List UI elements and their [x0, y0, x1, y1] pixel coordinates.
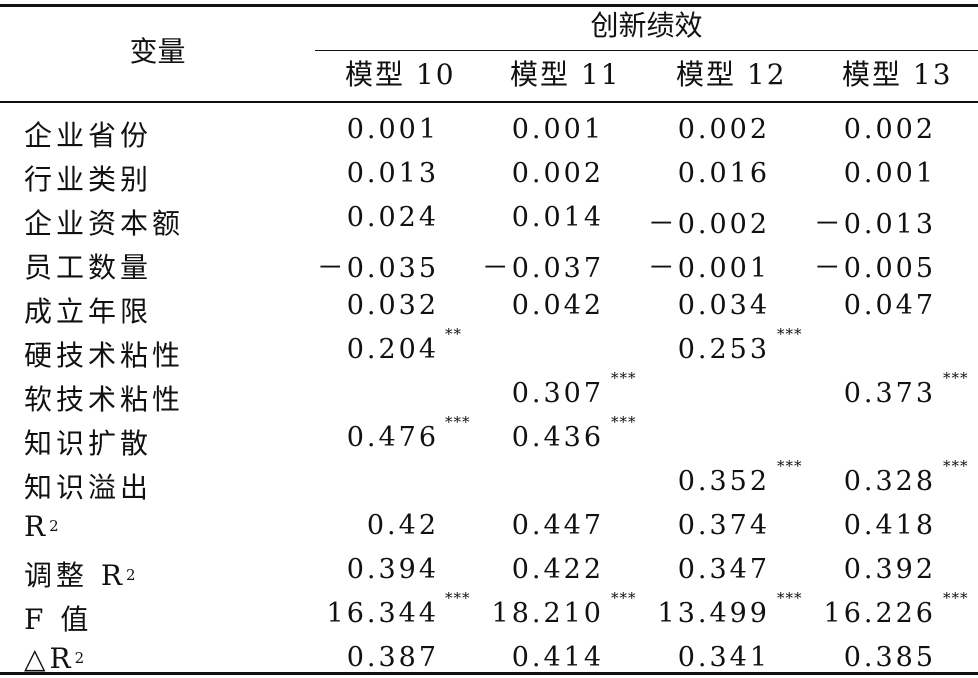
- value-model-13: －0.013: [813, 209, 936, 240]
- row-label: △R2: [24, 642, 88, 675]
- value-model-12: 0.341: [677, 642, 770, 673]
- table-header-rule: [0, 101, 978, 103]
- model-11-header: 模型 11: [510, 58, 621, 91]
- table-row-r-squared: R2 0.42 0.447 0.374 0.418: [0, 502, 978, 546]
- row-label: 硬技术粘性: [24, 339, 185, 372]
- value-model-10: 0.013: [346, 158, 439, 189]
- value-model-12: 0.034: [677, 290, 770, 321]
- value-model-11: －0.037: [481, 253, 604, 284]
- table-row-soft-tech-stickiness: 软技术粘性 0.307 *** 0.373 ***: [0, 369, 978, 416]
- value-model-12: 0.253: [677, 334, 770, 365]
- significance-model-11: ***: [611, 589, 637, 607]
- row-label: 知识扩散: [24, 427, 153, 460]
- significance-model-10: **: [445, 325, 462, 343]
- value-model-13: 0.418: [843, 510, 936, 541]
- value-model-10: 0.476: [346, 422, 439, 453]
- value-model-11: 0.042: [511, 290, 604, 321]
- row-label: 员工数量: [24, 251, 153, 284]
- table-top-rule: [0, 4, 978, 7]
- row-label-main: △R: [24, 642, 75, 675]
- value-model-11: 0.014: [511, 202, 604, 233]
- value-model-10: 0.394: [346, 554, 439, 585]
- value-model-13: 0.373: [843, 378, 936, 409]
- value-model-10: 0.024: [346, 202, 439, 233]
- group-subheader-rule: [315, 50, 978, 51]
- significance-model-11: ***: [611, 369, 637, 387]
- significance-model-13: ***: [943, 457, 969, 475]
- significance-model-13: ***: [943, 589, 969, 607]
- value-model-11: 0.414: [511, 642, 604, 673]
- value-model-12: 0.374: [677, 510, 770, 541]
- table-bottom-rule: [0, 672, 978, 675]
- variable-column-header: 变量: [129, 35, 186, 68]
- significance-model-10: ***: [445, 589, 471, 607]
- significance-model-13: ***: [943, 369, 969, 387]
- value-model-13: 0.047: [843, 290, 936, 321]
- value-model-12: 0.016: [677, 158, 770, 189]
- significance-model-12: ***: [777, 325, 803, 343]
- value-model-13: 0.328: [843, 466, 936, 497]
- value-model-11: 0.436: [511, 422, 604, 453]
- value-model-10: 0.42: [366, 510, 439, 541]
- table-row-hard-tech-stickiness: 硬技术粘性 0.204 ** 0.253 ***: [0, 325, 978, 372]
- row-label: 成立年限: [24, 295, 153, 328]
- value-model-10: 0.204: [346, 334, 439, 365]
- value-model-12: 0.002: [677, 114, 770, 145]
- table-row-years-established: 成立年限 0.032 0.042 0.034 0.047: [0, 282, 978, 328]
- table-row-delta-r-squared: △R2 0.387 0.414 0.341 0.385: [0, 634, 978, 678]
- table-row-capital: 企业资本额 0.024 0.014 －0.002 －0.013: [0, 194, 978, 240]
- value-model-12: －0.001: [647, 253, 770, 284]
- value-model-10: 0.387: [346, 642, 439, 673]
- value-model-13: －0.005: [813, 253, 936, 284]
- value-model-12: 0.352: [677, 466, 770, 497]
- table-row-enterprise-province: 企业省份 0.001 0.001 0.002 0.002: [0, 106, 978, 152]
- row-label-superscript: 2: [49, 517, 63, 535]
- table-row-f-value: F 值 16.344 *** 18.210 *** 13.499 *** 16.…: [0, 589, 978, 636]
- significance-model-12: ***: [777, 589, 803, 607]
- model-12-header: 模型 12: [676, 58, 787, 91]
- value-model-13: 16.226: [823, 598, 936, 629]
- row-label-main: R: [24, 510, 50, 543]
- table-row-knowledge-spillover: 知识溢出 0.352 *** 0.328 ***: [0, 457, 978, 504]
- row-label-main: 调整 R: [24, 559, 126, 592]
- value-model-12: 13.499: [657, 598, 770, 629]
- value-model-10: －0.035: [316, 253, 439, 284]
- significance-model-11: ***: [611, 413, 637, 431]
- value-model-11: 0.422: [511, 554, 604, 585]
- row-label: R2: [24, 510, 63, 543]
- value-model-11: 0.002: [511, 158, 604, 189]
- row-label-superscript: 2: [125, 566, 140, 584]
- value-model-13: 0.001: [843, 158, 936, 189]
- value-model-10: 0.001: [346, 114, 439, 145]
- significance-model-10: ***: [445, 413, 471, 431]
- table-row-employees: 员工数量 －0.035 －0.037 －0.001 －0.005: [0, 238, 978, 284]
- value-model-12: 0.347: [677, 554, 770, 585]
- row-label: F 值: [24, 603, 93, 636]
- value-model-10: 0.032: [346, 290, 439, 321]
- row-label: 行业类别: [24, 163, 153, 196]
- row-label: 企业资本额: [24, 207, 185, 240]
- table-row-knowledge-diffusion: 知识扩散 0.476 *** 0.436 ***: [0, 413, 978, 460]
- value-model-13: 0.392: [843, 554, 936, 585]
- row-label-superscript: 2: [74, 649, 89, 667]
- significance-model-12: ***: [777, 457, 803, 475]
- value-model-11: 0.307: [511, 378, 604, 409]
- model-10-header: 模型 10: [345, 58, 456, 91]
- value-model-13: 0.385: [843, 642, 936, 673]
- model-13-header: 模型 13: [842, 58, 953, 91]
- value-model-11: 18.210: [491, 598, 604, 629]
- value-model-11: 0.001: [511, 114, 604, 145]
- value-model-11: 0.447: [511, 510, 604, 541]
- row-label: 企业省份: [24, 119, 153, 152]
- value-model-13: 0.002: [843, 114, 936, 145]
- value-model-10: 16.344: [326, 598, 439, 629]
- row-label: 软技术粘性: [24, 383, 185, 416]
- row-label: 知识溢出: [24, 471, 153, 504]
- row-label: 调整 R2: [24, 554, 140, 594]
- value-model-12: －0.002: [647, 209, 770, 240]
- innovation-performance-group-header: 创新绩效: [590, 9, 703, 42]
- table-row-industry-category: 行业类别 0.013 0.002 0.016 0.001: [0, 150, 978, 196]
- table-row-adjusted-r-squared: 调整 R2 0.394 0.422 0.347 0.392: [0, 546, 978, 592]
